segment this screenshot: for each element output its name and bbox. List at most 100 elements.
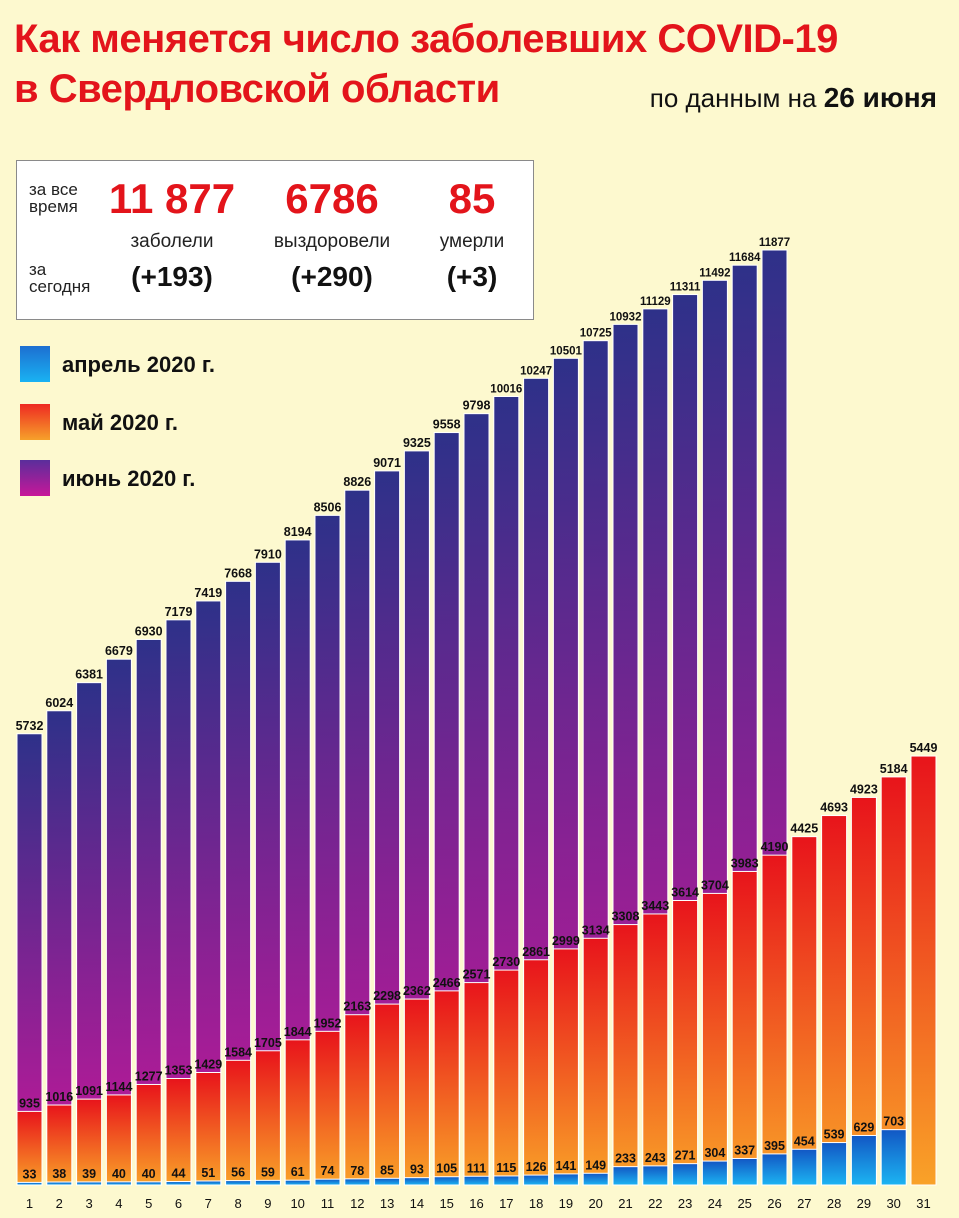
data-label-may-9: 1705 <box>254 1036 282 1050</box>
bar-april-2 <box>46 1181 73 1186</box>
data-label-april-9: 59 <box>261 1165 275 1179</box>
data-label-april-21: 233 <box>615 1152 636 1166</box>
data-label-may-17: 2730 <box>492 955 520 969</box>
data-label-june-23: 11311 <box>670 282 701 294</box>
data-label-june-8: 7668 <box>224 566 252 580</box>
bar-april-17 <box>493 1175 520 1186</box>
bar-may-6 <box>165 1077 192 1186</box>
bar-may-14 <box>403 998 430 1186</box>
bar-april-20 <box>582 1172 609 1186</box>
data-label-may-16: 2571 <box>463 968 491 982</box>
bar-may-3 <box>76 1098 103 1186</box>
stat-recovered-today: (+290) <box>291 261 373 292</box>
x-tick-13: 13 <box>380 1196 394 1211</box>
data-label-april-22: 243 <box>645 1151 666 1165</box>
data-label-may-27: 4425 <box>790 822 818 836</box>
bar-may-20 <box>582 937 609 1186</box>
bar-april-27 <box>791 1148 818 1186</box>
bar-may-12 <box>344 1014 371 1186</box>
x-tick-17: 17 <box>499 1196 513 1211</box>
bar-april-13 <box>374 1177 401 1186</box>
x-ticks-group: 1 2 3 4 5 6 7 8 9 10 11 12 13 14 15 16 17 18 19 20 21 22 23 24 2… <box>26 1196 931 1211</box>
x-tick-12: 12 <box>350 1196 364 1211</box>
data-label-june-7: 7419 <box>194 586 222 600</box>
data-label-june-4: 6679 <box>105 644 133 658</box>
data-label-april-30: 703 <box>883 1115 904 1129</box>
data-label-may-18: 2861 <box>522 945 550 959</box>
x-tick-23: 23 <box>678 1196 692 1211</box>
chart-title: Как меняется число заболевших COVID-19 в… <box>14 14 954 114</box>
x-tick-11: 11 <box>321 1196 335 1211</box>
legend-swatch-june <box>20 460 50 496</box>
bar-april-19 <box>552 1173 579 1186</box>
data-label-may-6: 1353 <box>165 1063 193 1077</box>
data-label-may-7: 1429 <box>194 1058 222 1072</box>
data-label-june-9: 7910 <box>254 547 282 561</box>
data-label-april-16: 111 <box>467 1161 487 1175</box>
bar-may-8 <box>225 1059 252 1186</box>
stats-panel: за все время за сегодня 11 877 заболели … <box>16 160 534 320</box>
bar-may-15 <box>433 990 460 1186</box>
x-tick-16: 16 <box>469 1196 483 1211</box>
legend-label-april: апрель 2020 г. <box>62 352 215 377</box>
today-label: за сегодня <box>29 261 119 295</box>
x-tick-26: 26 <box>767 1196 781 1211</box>
data-label-june-16: 9798 <box>463 399 491 413</box>
x-tick-24: 24 <box>708 1196 722 1211</box>
x-tick-8: 8 <box>234 1196 241 1211</box>
bar-april-5 <box>135 1181 162 1186</box>
x-tick-31: 31 <box>916 1196 930 1211</box>
x-tick-6: 6 <box>175 1196 182 1211</box>
data-label-april-23: 271 <box>675 1149 696 1163</box>
stat-deaths-today: (+3) <box>446 261 498 292</box>
data-label-june-17: 10016 <box>490 384 522 396</box>
data-label-may-10: 1844 <box>284 1025 312 1039</box>
data-label-may-19: 2999 <box>552 934 580 948</box>
data-label-april-1: 33 <box>23 1167 37 1181</box>
data-label-april-10: 61 <box>291 1165 305 1179</box>
all-time-label-2: время <box>29 197 78 216</box>
data-label-april-8: 56 <box>231 1166 245 1180</box>
bar-may-5 <box>135 1083 162 1186</box>
stat-recovered-total: 6786 <box>285 175 379 222</box>
bar-april-14 <box>403 1177 430 1186</box>
bar-may-25 <box>731 870 758 1186</box>
data-label-may-29: 4923 <box>850 782 878 796</box>
bars-group <box>16 249 937 1186</box>
data-label-april-28: 539 <box>824 1128 845 1142</box>
data-label-april-27: 454 <box>794 1134 815 1148</box>
x-tick-2: 2 <box>56 1196 63 1211</box>
bar-april-9 <box>254 1179 281 1186</box>
data-label-may-1: 935 <box>19 1096 40 1110</box>
data-label-april-29: 629 <box>853 1120 874 1134</box>
data-label-june-21: 10932 <box>610 311 642 323</box>
data-label-june-11: 8506 <box>314 500 342 514</box>
data-label-may-4: 1144 <box>105 1080 132 1094</box>
data-label-may-30: 5184 <box>880 762 908 776</box>
bar-april-15 <box>433 1176 460 1186</box>
bar-may-22 <box>642 913 669 1186</box>
data-label-april-5: 40 <box>142 1167 156 1181</box>
x-tick-22: 22 <box>648 1196 662 1211</box>
all-time-label-1: за все <box>29 180 78 199</box>
title-line-1: Как меняется число заболевших COVID-19 <box>14 17 838 61</box>
title-line-2: в Свердловской области <box>14 67 500 111</box>
data-label-april-3: 39 <box>82 1167 96 1181</box>
bar-may-17 <box>493 969 520 1186</box>
data-label-may-15: 2466 <box>433 976 461 990</box>
data-label-june-26: 11877 <box>759 237 790 249</box>
x-tick-1: 1 <box>26 1196 33 1211</box>
bar-april-3 <box>76 1181 103 1186</box>
bar-may-18 <box>523 959 550 1186</box>
stat-deaths-total: 85 <box>448 175 496 222</box>
bar-may-24 <box>701 892 728 1186</box>
x-tick-14: 14 <box>410 1196 424 1211</box>
bar-april-7 <box>195 1180 222 1186</box>
data-label-may-14: 2362 <box>403 984 431 998</box>
x-tick-15: 15 <box>439 1196 453 1211</box>
data-label-april-18: 126 <box>526 1160 547 1174</box>
data-label-may-3: 1091 <box>75 1084 103 1098</box>
data-label-april-15: 105 <box>436 1162 457 1176</box>
data-label-may-31: 5449 <box>910 741 938 755</box>
data-label-april-25: 337 <box>734 1143 755 1157</box>
